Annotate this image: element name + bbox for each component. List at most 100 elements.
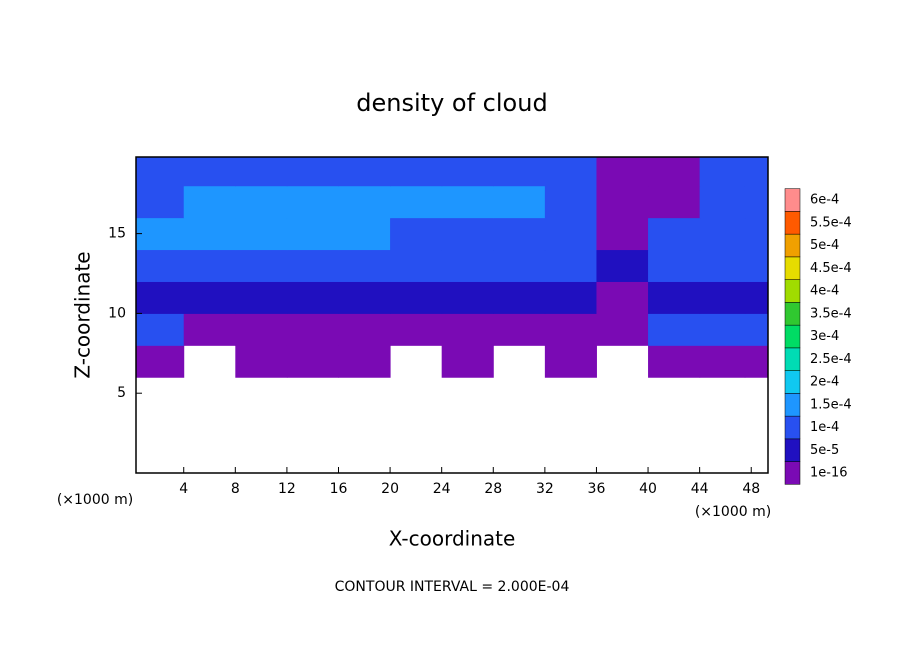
field-cell [286, 185, 339, 219]
field-cell [544, 185, 597, 219]
y-axis-label: Z-coordinate [71, 251, 95, 378]
field-cell [286, 217, 339, 251]
field [136, 157, 768, 378]
field-cell [286, 249, 339, 282]
x-tick-label: 16 [330, 481, 348, 497]
colorbar-box [784, 370, 801, 394]
colorbar-box [784, 393, 801, 417]
field-cell [136, 313, 185, 346]
field-cell [648, 313, 701, 346]
field-cell [493, 249, 546, 282]
field-cell [441, 185, 494, 219]
field-cell [699, 313, 746, 346]
field-cell [544, 249, 597, 282]
field-cell [235, 185, 288, 219]
field-cell [544, 157, 597, 187]
field-cell [136, 249, 185, 282]
x-tick-label: 48 [742, 481, 760, 497]
colorbar-box [784, 324, 801, 349]
colorbar-label: 4.5e-4 [810, 261, 852, 276]
colorbar-label: 3.5e-4 [810, 306, 852, 321]
field-cell [699, 281, 746, 314]
y-tick-label: 15 [108, 226, 126, 242]
x-tick-label: 44 [691, 481, 709, 497]
colorbar-box [784, 438, 801, 462]
field-cell [699, 345, 746, 378]
footer-note: CONTOUR INTERVAL = 2.000E-04 [335, 579, 570, 595]
field-cell [183, 157, 236, 187]
x-axis-label: X-coordinate [389, 527, 516, 551]
colorbar-label: 1e-4 [810, 420, 839, 435]
field-cell [648, 185, 701, 219]
field-cell [544, 217, 597, 251]
colorbar-box [784, 256, 801, 280]
field-cell [441, 313, 494, 346]
field-cell [699, 249, 746, 282]
colorbar-label: 5.5e-4 [810, 215, 852, 230]
colorbar-label: 4e-4 [810, 284, 839, 299]
field-cell [441, 345, 494, 378]
field-cell [338, 157, 391, 187]
field-cell [648, 249, 701, 282]
field-cell [596, 157, 649, 187]
field-cell [183, 249, 236, 282]
field-cell [744, 313, 768, 346]
field-cell [441, 157, 494, 187]
field-cell [286, 281, 339, 314]
field-cell [235, 313, 288, 346]
field-cell [493, 217, 546, 251]
field-cell [286, 345, 339, 378]
field-cell [648, 281, 701, 314]
field-cell [136, 157, 185, 187]
field-cell [699, 217, 746, 251]
colorbar-label: 5e-4 [810, 238, 839, 253]
field-cell [596, 185, 649, 219]
field-cell [136, 281, 185, 314]
x-tick-label: 40 [639, 481, 657, 497]
colorbar-box [784, 211, 801, 235]
field-cell [493, 157, 546, 187]
field-cell [441, 249, 494, 282]
colorbar-box [784, 347, 801, 371]
field-cell [183, 313, 236, 346]
field-cell [744, 345, 768, 378]
field-cell [648, 157, 701, 187]
plot-frame [135, 156, 769, 474]
chart-title: density of cloud [356, 89, 547, 117]
field-cell [441, 217, 494, 251]
field-cell [744, 185, 768, 219]
field-cell [544, 313, 597, 346]
field-cell [648, 345, 701, 378]
colorbar-box [784, 461, 801, 485]
field-cell [338, 281, 391, 314]
field-cell [648, 217, 701, 251]
field-cell [338, 249, 391, 282]
field-cell [390, 217, 443, 251]
colorbar-label: 5e-5 [810, 443, 839, 458]
colorbar-box [784, 188, 801, 212]
colorbar-label: 1.5e-4 [810, 397, 852, 412]
colorbar-box [784, 302, 801, 326]
field-cell [493, 185, 546, 219]
y-tick-label: 10 [108, 305, 126, 321]
field-cell [493, 313, 546, 346]
field-cell [235, 281, 288, 314]
field-cell [544, 345, 597, 378]
field-cell [390, 313, 443, 346]
field-cell [544, 281, 597, 314]
field-cell [744, 157, 768, 187]
field-cell [744, 249, 768, 282]
field-cell [235, 157, 288, 187]
field-cell [493, 281, 546, 314]
field-cell [183, 217, 236, 251]
field-cell [338, 185, 391, 219]
y-unit: (×1000 m) [57, 492, 133, 508]
field-cell [136, 217, 185, 251]
field-cell [235, 217, 288, 251]
field-cell [286, 313, 339, 346]
x-tick-label: 20 [381, 481, 399, 497]
field-cell [390, 249, 443, 282]
field-cell [596, 313, 649, 346]
colorbar-label: 6e-4 [810, 193, 839, 208]
x-tick-label: 24 [433, 481, 451, 497]
